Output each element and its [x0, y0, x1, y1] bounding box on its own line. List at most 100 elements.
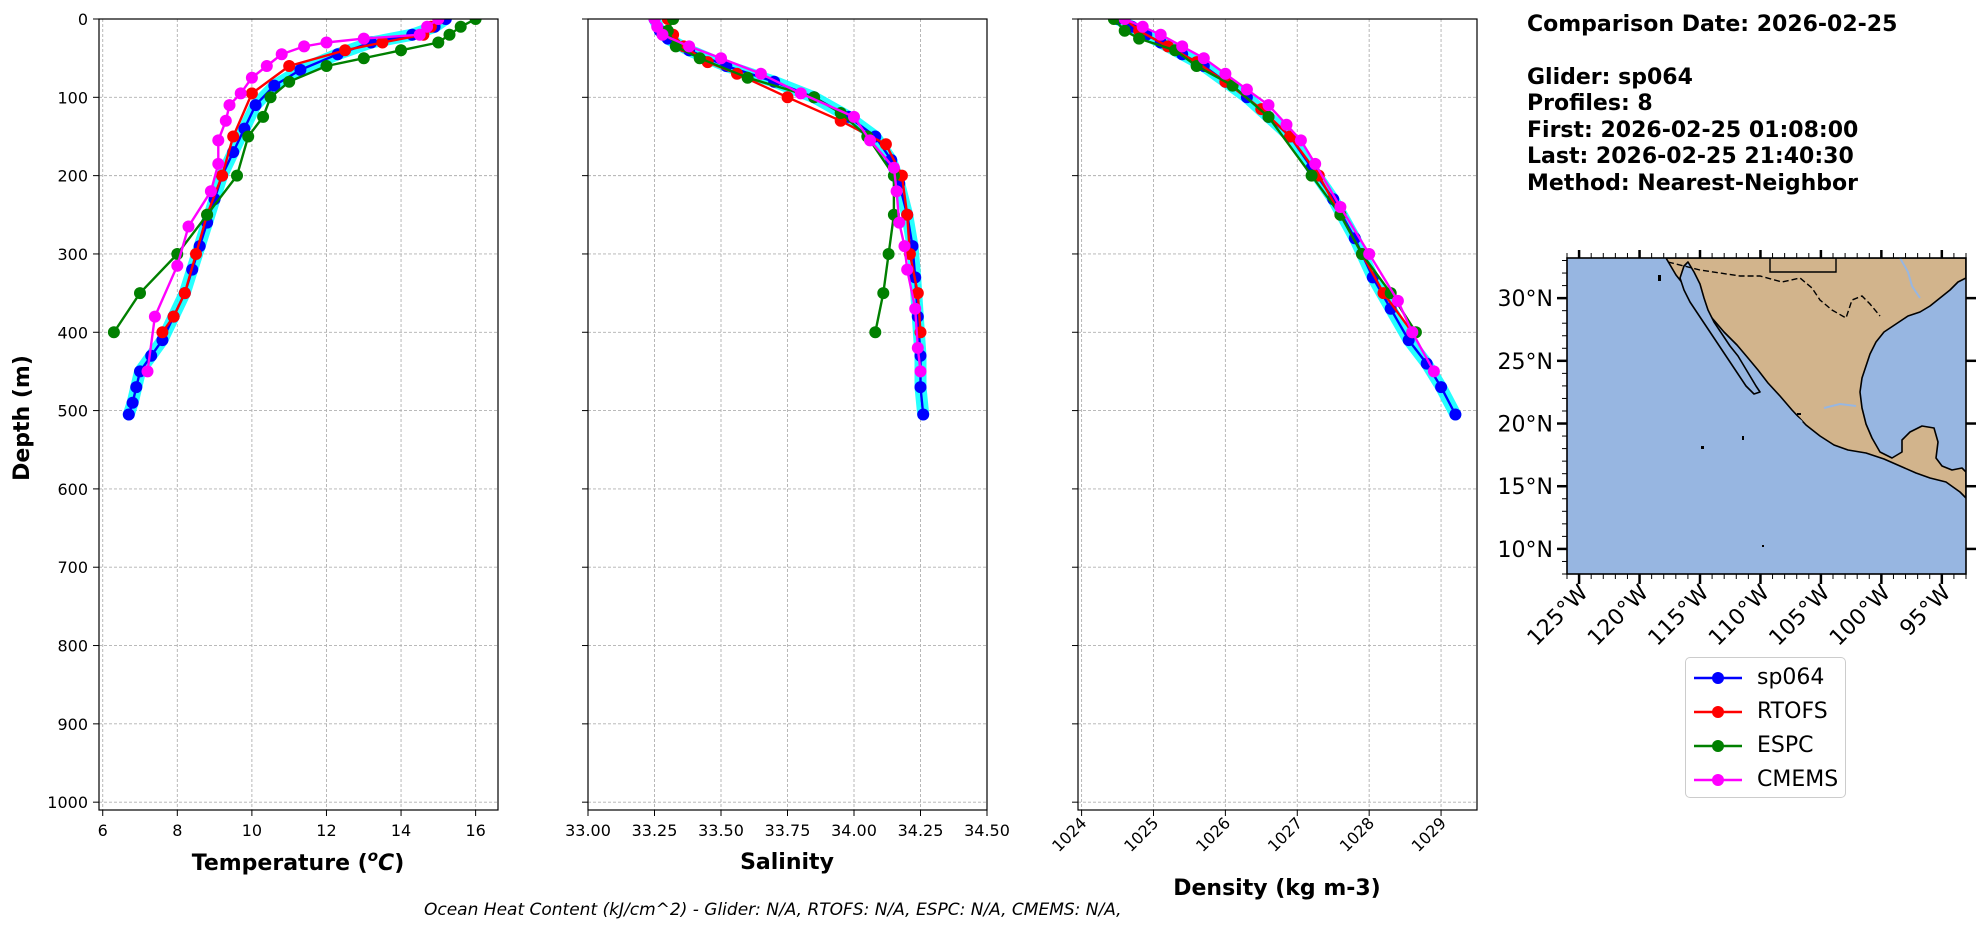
- profile-count: Profiles: 8: [1527, 91, 1653, 116]
- y-tick-label: 500: [57, 402, 88, 421]
- data-point: [1107, 19, 1120, 25]
- data-point: [357, 32, 370, 45]
- x-tick-label: 8: [172, 821, 182, 840]
- density-y-ticks: [1072, 18, 1078, 803]
- data-point: [130, 381, 143, 394]
- map-lon-label: 115°W: [1644, 580, 1715, 651]
- data-point: [190, 248, 202, 260]
- map-lat-label: 30°N: [1498, 287, 1553, 312]
- legend-marker-espc: [1694, 740, 1742, 752]
- x-tick-label: 33.25: [632, 821, 678, 840]
- temperature-series: [107, 19, 482, 421]
- data-point: [794, 87, 807, 100]
- density-grid: [1078, 18, 1477, 810]
- series-cmems: [648, 19, 927, 378]
- series-sp064-spread: [648, 19, 930, 421]
- data-point: [1262, 110, 1275, 123]
- x-tick-label: 14: [391, 821, 411, 840]
- comparison-info: Comparison Date: 2026-02-25 Glider: sp06…: [1527, 12, 1897, 197]
- data-point: [204, 185, 217, 198]
- data-point: [182, 220, 195, 233]
- series-sp064: [648, 19, 930, 421]
- data-point: [260, 60, 273, 72]
- comparison-date: Comparison Date: 2026-02-25: [1527, 12, 1898, 37]
- data-point: [741, 71, 754, 84]
- y-tick-label: 600: [57, 480, 88, 499]
- density-xlabel: Density (kg m-3): [1173, 876, 1381, 901]
- temperature-xlabel: Temperature (oC): [192, 847, 405, 876]
- first-profile-time: First: 2026-02-25 01:08:00: [1527, 117, 1859, 143]
- data-point: [890, 185, 903, 198]
- data-point: [454, 20, 467, 33]
- map-land: [1665, 258, 1966, 499]
- data-point: [1190, 60, 1203, 72]
- data-point: [781, 91, 794, 104]
- x-tick-label: 1025: [1120, 813, 1162, 855]
- x-tick-label: 33.75: [765, 821, 811, 840]
- x-tick-label: 1026: [1192, 813, 1234, 855]
- legend-marker-cmems: [1694, 774, 1742, 786]
- map-island-5: [1762, 545, 1764, 547]
- data-point: [1136, 20, 1149, 33]
- data-point: [469, 19, 482, 25]
- data-point: [376, 36, 389, 49]
- salinity-series: [648, 19, 930, 421]
- y-tick-label: 400: [57, 323, 88, 342]
- data-point: [1435, 381, 1448, 394]
- series-line: [653, 19, 925, 415]
- data-point: [107, 326, 120, 339]
- map-frame: [1566, 257, 1967, 575]
- method: Method: Nearest-Neighbor: [1527, 170, 1858, 196]
- data-point: [298, 40, 311, 53]
- temperature-grid: [99, 18, 498, 810]
- data-point: [1391, 294, 1404, 307]
- density-series: [1107, 19, 1462, 421]
- data-point: [283, 60, 296, 72]
- data-point: [275, 48, 288, 61]
- data-point: [432, 19, 445, 25]
- data-point: [901, 263, 914, 276]
- map-river: [1899, 258, 1921, 299]
- data-point: [216, 169, 229, 182]
- data-point: [877, 287, 890, 300]
- data-point: [1133, 32, 1146, 45]
- data-point: [395, 44, 407, 57]
- map-lat-label: 15°N: [1498, 475, 1553, 500]
- map-lon-label: 125°W: [1523, 580, 1594, 651]
- legend-marker-sp064: [1694, 672, 1742, 684]
- depth-y-ticks: 0 100 200 300 400 500 600 700 800 900 1000: [47, 10, 99, 812]
- temperature-panel: 6 8 10 12 14 16 0 100 200 300 400 500 600 700 800 900 1…: [10, 10, 499, 876]
- data-point: [294, 63, 307, 76]
- map-lat-label: 10°N: [1498, 538, 1553, 563]
- data-point: [887, 161, 900, 174]
- x-tick-label: 6: [98, 821, 108, 840]
- data-point: [911, 287, 924, 300]
- map-baja-california: [1679, 261, 1761, 395]
- data-point: [264, 91, 277, 104]
- data-point: [1363, 248, 1376, 260]
- map-lon-label: 120°W: [1583, 580, 1654, 651]
- map-lat-label: 25°N: [1498, 350, 1553, 375]
- salinity-y-ticks: [582, 18, 588, 803]
- salinity-xlabel: Salinity: [740, 850, 834, 875]
- x-tick-label: 16: [465, 821, 485, 840]
- y-tick-label: 0: [78, 10, 88, 29]
- data-point: [1334, 201, 1347, 213]
- data-point: [882, 248, 895, 260]
- data-point: [122, 408, 135, 421]
- data-point: [1118, 19, 1131, 25]
- data-point: [683, 40, 696, 53]
- x-tick-label: 34.00: [831, 821, 877, 840]
- data-point: [320, 60, 333, 72]
- density-axes-frame: [1077, 18, 1478, 811]
- series-sp064-spread: [1111, 19, 1462, 421]
- data-point: [167, 310, 180, 323]
- data-point: [257, 110, 270, 123]
- data-point: [212, 157, 225, 170]
- data-point: [201, 208, 214, 221]
- series-sp064: [1111, 19, 1462, 421]
- data-point: [879, 138, 892, 151]
- y-tick-label: 1000: [47, 793, 88, 812]
- data-point: [443, 28, 456, 41]
